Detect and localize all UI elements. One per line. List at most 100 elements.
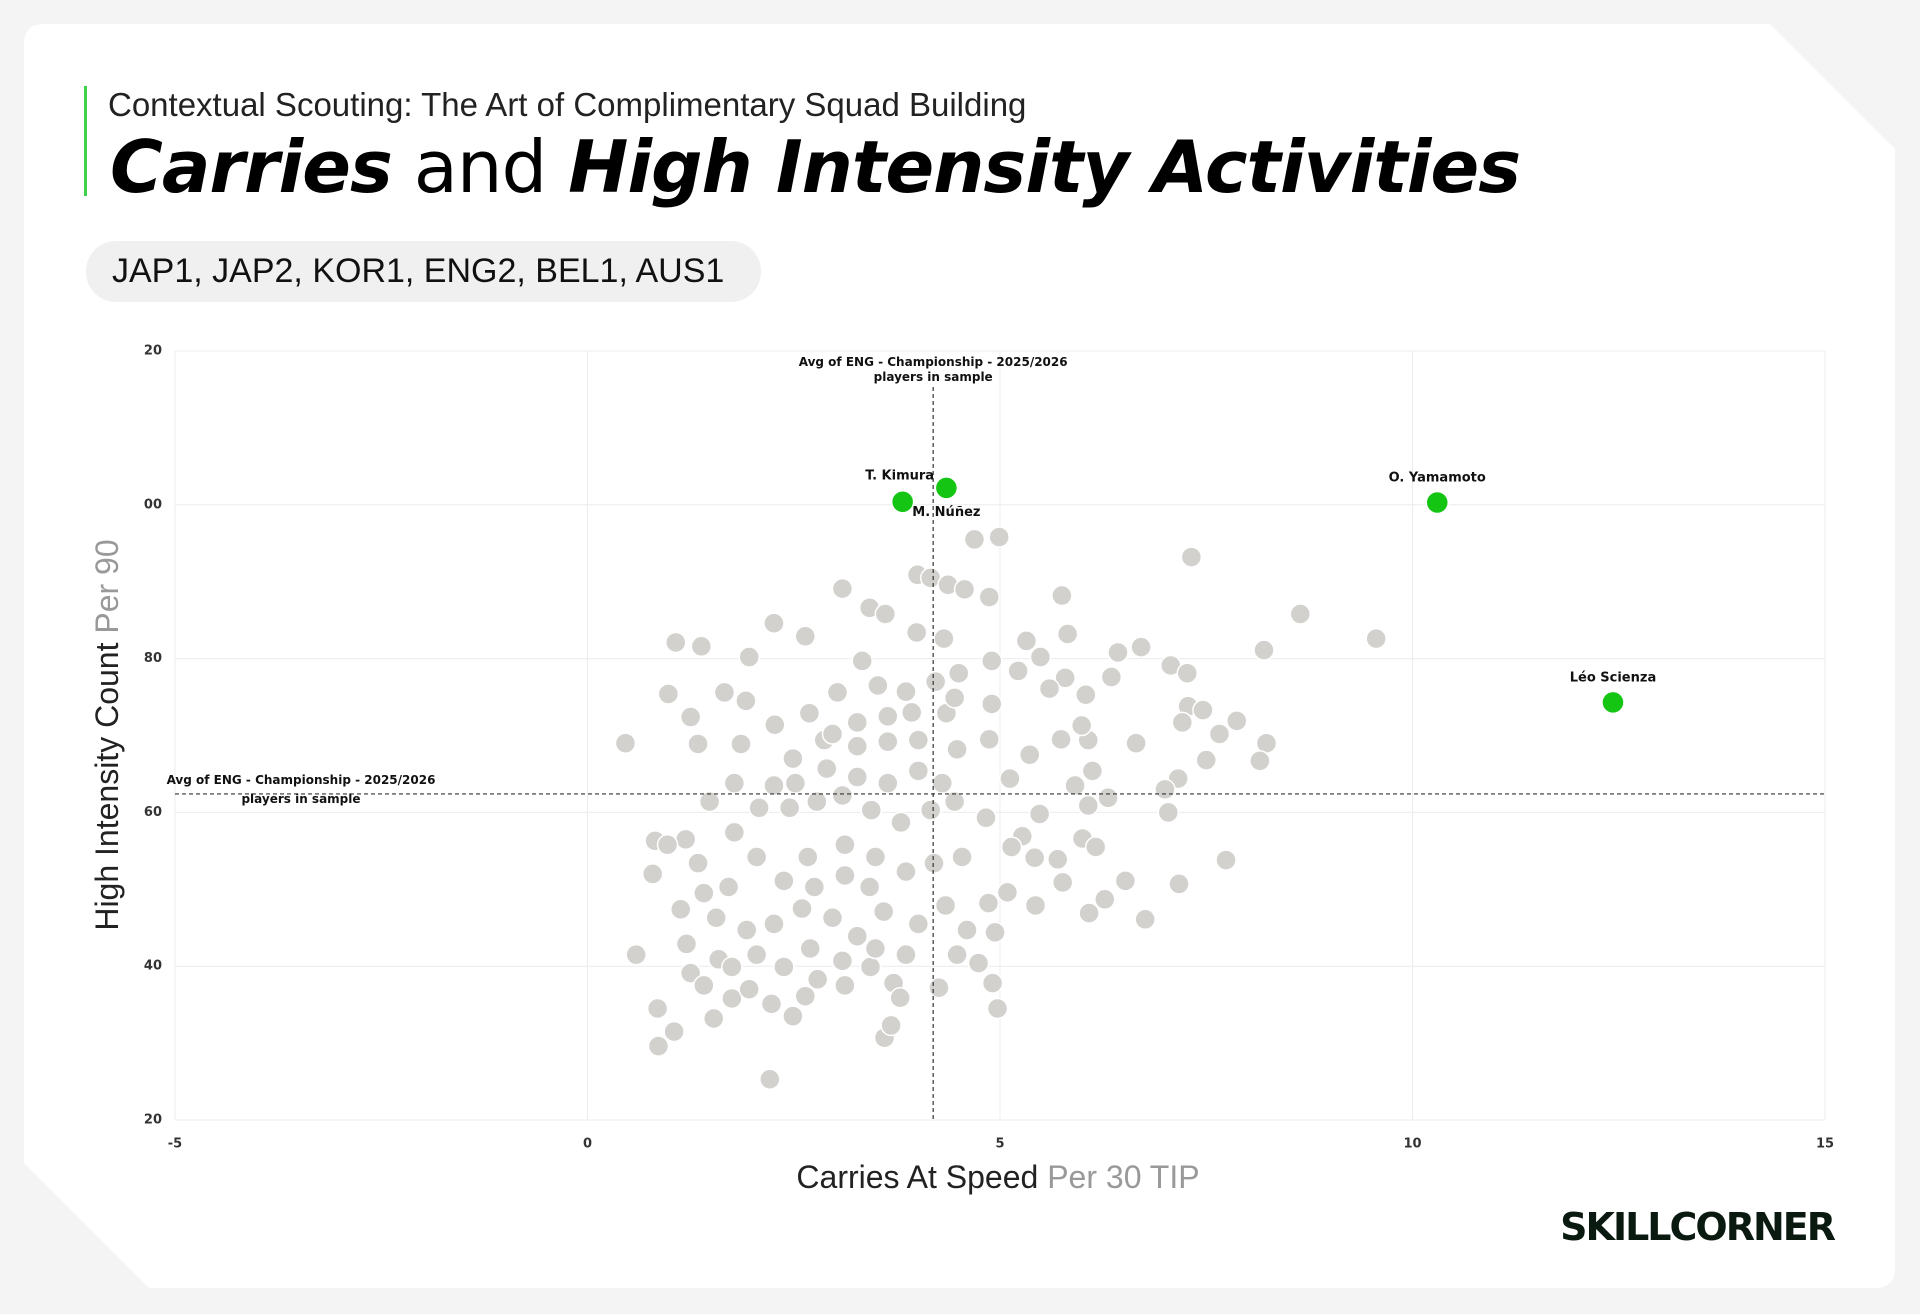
- player-point: [1249, 750, 1271, 772]
- player-point: [1176, 662, 1199, 684]
- brand-logo: SKILLCORNER: [1560, 1205, 1836, 1249]
- player-point: [1134, 908, 1156, 931]
- player-point: [943, 790, 966, 813]
- player-point: [760, 993, 783, 1015]
- player-point: [782, 747, 804, 770]
- x-axis-unit: Per 30 TIP: [1047, 1159, 1199, 1195]
- x-tick-label: 0: [583, 1137, 592, 1152]
- player-point: [933, 627, 955, 650]
- player-point: [1051, 584, 1073, 607]
- player-point: [730, 733, 752, 755]
- player-point: [690, 635, 713, 658]
- player-point: [794, 625, 817, 648]
- player-point: [745, 846, 768, 868]
- player-point: [778, 797, 801, 819]
- player-point: [907, 913, 930, 935]
- player-point: [948, 662, 970, 684]
- chart-title: Carries and High Intensity Activities: [110, 125, 1520, 209]
- player-point: [981, 693, 1003, 715]
- player-point: [889, 986, 911, 1009]
- player-point: [693, 974, 715, 997]
- player-point: [981, 972, 1004, 994]
- player-point: [895, 860, 917, 883]
- highlight-point: [934, 476, 959, 500]
- player-point: [1097, 787, 1119, 809]
- player-point: [693, 882, 715, 904]
- player-point: [1077, 794, 1100, 817]
- player-point: [1028, 803, 1051, 825]
- player-point: [934, 894, 957, 917]
- player-point: [986, 997, 1009, 1020]
- player-point: [1130, 636, 1152, 658]
- player-point: [858, 876, 881, 898]
- player-point: [674, 828, 697, 851]
- player-point: [880, 1014, 902, 1037]
- player-point: [1253, 639, 1275, 661]
- player-point: [773, 956, 795, 978]
- player-point: [890, 811, 912, 834]
- player-point: [799, 937, 821, 960]
- player-point: [656, 833, 679, 856]
- player-point: [977, 892, 1000, 914]
- player-point: [846, 925, 869, 947]
- highlight-label: O. Yamamoto: [1389, 470, 1486, 485]
- player-point: [702, 1007, 725, 1030]
- player-point: [1180, 546, 1203, 568]
- player-point: [791, 897, 813, 920]
- title-part: High Intensity Activities: [568, 125, 1520, 209]
- x-tick-label: 15: [1816, 1137, 1834, 1152]
- player-point: [951, 846, 973, 868]
- player-point: [846, 711, 869, 734]
- player-point: [996, 881, 1019, 904]
- player-point: [1038, 677, 1061, 700]
- avg-label: Avg of ENG - Championship - 2025/2026: [167, 773, 436, 787]
- highlight-point: [890, 489, 915, 514]
- x-axis-main: Carries At Speed: [796, 1159, 1038, 1195]
- player-point: [956, 919, 978, 941]
- player-point: [721, 987, 743, 1010]
- player-point: [877, 772, 899, 794]
- player-point: [1114, 870, 1137, 892]
- player-point: [687, 733, 709, 755]
- player-point: [1000, 836, 1023, 858]
- player-point: [1100, 666, 1123, 688]
- plot-area: -5 0 5 10 15 20 40 60 80 00 20 Avg of ENG - Champio…: [144, 344, 1834, 1152]
- avg-label: Avg of ENG - Championship - 2025/2026: [799, 355, 1068, 369]
- player-point: [831, 784, 854, 807]
- player-point: [723, 821, 746, 844]
- player-point: [931, 772, 953, 794]
- player-point: [687, 852, 709, 874]
- player-point: [834, 833, 856, 856]
- y-axis-unit: Per 90: [89, 539, 125, 633]
- player-point: [1107, 641, 1129, 664]
- player-point: [782, 1005, 804, 1027]
- player-point: [1029, 646, 1052, 668]
- player-point: [821, 723, 844, 745]
- player-point: [717, 876, 740, 898]
- player-point: [1171, 711, 1194, 734]
- player-point: [1215, 849, 1237, 871]
- player-point: [1157, 801, 1180, 824]
- y-axis-title: High Intensity Count Per 90: [89, 539, 125, 930]
- player-point: [614, 732, 637, 754]
- player-point: [864, 937, 887, 960]
- player-point: [953, 578, 976, 601]
- player-point: [967, 952, 990, 974]
- player-point: [816, 757, 838, 780]
- player-point: [647, 1035, 670, 1057]
- player-point: [831, 577, 854, 600]
- x-tick-label: 5: [995, 1137, 1004, 1152]
- player-point: [625, 943, 647, 966]
- player-point: [846, 766, 869, 788]
- player-point: [1125, 732, 1147, 754]
- player-point: [797, 846, 819, 868]
- player-point: [821, 907, 844, 929]
- avg-label: players in sample: [241, 792, 360, 806]
- player-point: [764, 713, 786, 736]
- highlight-label: T. Kimura: [865, 469, 934, 484]
- player-point: [999, 767, 1021, 790]
- player-point: [698, 790, 721, 813]
- player-point: [679, 962, 702, 984]
- player-point: [735, 690, 757, 712]
